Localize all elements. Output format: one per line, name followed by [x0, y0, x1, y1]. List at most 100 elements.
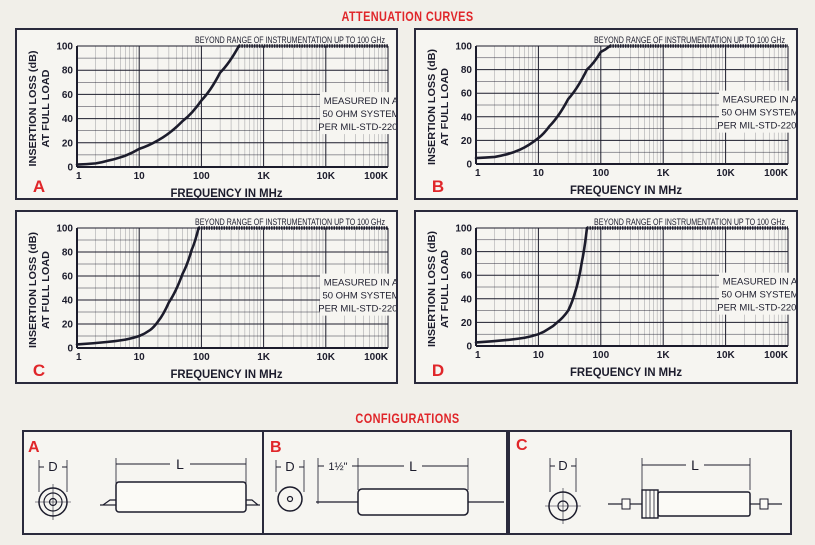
y-tick-label: 60: [461, 271, 473, 282]
y-tick-label: 60: [62, 272, 74, 283]
plot-area: BEYOND RANGE OF INSTRUMENTATION UP TO 10…: [27, 216, 396, 381]
attenuation-curve: [75, 44, 241, 166]
note-text: PER MIL-STD-220A: [717, 303, 796, 314]
plot-area: BEYOND RANGE OF INSTRUMENTATION UP TO 10…: [426, 34, 796, 197]
config-label: B: [270, 439, 282, 456]
capacitor-side-view-icon: [316, 488, 504, 516]
banner-text: BEYOND RANGE OF INSTRUMENTATION UP TO 10…: [195, 217, 385, 228]
note-text: MEASURED IN A: [324, 278, 396, 289]
x-tick-label: 10K: [716, 350, 735, 361]
panel-label: C: [33, 361, 45, 380]
banner-background: [589, 216, 788, 227]
x-tick-label: 1: [475, 168, 481, 179]
banner-text: BEYOND RANGE OF INSTRUMENTATION UP TO 10…: [594, 217, 785, 228]
y-tick-label: 20: [461, 318, 473, 329]
capacitor-side-view-icon: [100, 481, 260, 513]
chart-a: BEYOND RANGE OF INSTRUMENTATION UP TO 10…: [27, 34, 396, 198]
y-tick-label: 80: [62, 248, 74, 259]
x-tick-label: 100K: [364, 352, 389, 363]
attenuation-title: ATTENUATION CURVES: [341, 8, 474, 24]
y-tick-label: 40: [461, 294, 473, 305]
panel-label: B: [432, 177, 444, 196]
chart-b: BEYOND RANGE OF INSTRUMENTATION UP TO 10…: [426, 34, 796, 197]
note-text: PER MIL-STD-220A: [318, 122, 396, 133]
y-axis-label: AT FULL LOAD: [40, 251, 52, 329]
x-tick-label: 1K: [657, 168, 671, 179]
banner-text: BEYOND RANGE OF INSTRUMENTATION UP TO 10…: [594, 35, 785, 46]
y-tick-label: 80: [461, 65, 473, 76]
configuration-a-panel: A D L: [22, 430, 264, 535]
x-tick-label: 100K: [764, 168, 789, 179]
note-text: 50 OHM SYSTEM: [322, 109, 396, 120]
dimension-l-label: L: [409, 458, 417, 474]
panel-label: D: [432, 361, 444, 380]
y-axis-label: INSERTION LOSS (dB): [27, 232, 39, 348]
x-tick-label: 1: [76, 171, 82, 182]
x-tick-label: 10: [134, 171, 146, 182]
x-tick-label: 100: [193, 352, 210, 363]
y-tick-label: 0: [466, 342, 472, 353]
y-tick-label: 80: [461, 247, 473, 258]
chart-panel-b: BEYOND RANGE OF INSTRUMENTATION UP TO 10…: [414, 28, 798, 200]
end-view-icon: [545, 488, 581, 524]
note-background: [719, 272, 796, 315]
note-background: [719, 90, 796, 133]
configuration-c-drawing: C D L: [516, 437, 782, 524]
dimension-l-label: L: [691, 457, 699, 473]
x-tick-label: 100: [592, 350, 609, 361]
y-tick-label: 0: [67, 163, 73, 174]
x-tick-label: 100K: [764, 350, 789, 361]
banner-background: [589, 34, 788, 45]
y-tick-label: 60: [62, 90, 74, 101]
x-tick-label: 10: [134, 352, 146, 363]
y-tick-label: 100: [56, 224, 73, 235]
y-tick-label: 0: [67, 344, 73, 355]
x-tick-label: 10: [533, 168, 545, 179]
x-axis-label: FREQUENCY IN MHz: [570, 185, 682, 197]
x-axis-label: FREQUENCY IN MHz: [171, 369, 283, 381]
chart-c: BEYOND RANGE OF INSTRUMENTATION UP TO 10…: [27, 216, 396, 381]
banner-background: [190, 34, 388, 45]
configurations-title: CONFIGURATIONS: [355, 410, 460, 426]
end-view-icon: [277, 486, 303, 512]
y-tick-label: 20: [461, 136, 473, 147]
y-tick-label: 20: [62, 320, 74, 331]
x-axis-label: FREQUENCY IN MHz: [171, 188, 283, 198]
banner-text: BEYOND RANGE OF INSTRUMENTATION UP TO 10…: [195, 35, 385, 46]
chart-panel-c: BEYOND RANGE OF INSTRUMENTATION UP TO 10…: [15, 210, 398, 384]
note-background: [320, 273, 396, 316]
y-tick-label: 40: [62, 296, 74, 307]
note-text: 50 OHM SYSTEM: [721, 108, 796, 119]
dimension-d-label: D: [558, 458, 567, 473]
x-tick-label: 1: [475, 350, 481, 361]
y-tick-label: 20: [62, 138, 74, 149]
end-view-icon: [35, 484, 71, 520]
attenuation-curve: [474, 226, 589, 344]
x-tick-label: 100: [592, 168, 609, 179]
dimension-l-label: L: [176, 456, 184, 472]
x-tick-label: 1K: [257, 171, 271, 182]
banner-background: [190, 216, 388, 227]
y-axis-label: INSERTION LOSS (dB): [27, 51, 39, 167]
y-tick-label: 40: [461, 112, 473, 123]
configuration-a-drawing: A D L: [28, 439, 260, 520]
y-axis-label: INSERTION LOSS (dB): [426, 231, 438, 347]
note-text: MEASURED IN A: [324, 96, 396, 107]
chart-panel-d: BEYOND RANGE OF INSTRUMENTATION UP TO 10…: [414, 210, 798, 384]
note-text: PER MIL-STD-220A: [318, 304, 396, 315]
configuration-b-panel: B D 1½" L: [262, 430, 508, 535]
x-tick-label: 1: [76, 352, 82, 363]
configuration-c-panel: C D L: [508, 430, 792, 535]
x-tick-label: 1K: [257, 352, 271, 363]
y-axis-label: INSERTION LOSS (dB): [426, 49, 438, 165]
capacitor-side-view-icon: [608, 489, 782, 519]
x-tick-label: 1K: [657, 350, 671, 361]
plot-area: BEYOND RANGE OF INSTRUMENTATION UP TO 10…: [27, 34, 396, 198]
chart-d: BEYOND RANGE OF INSTRUMENTATION UP TO 10…: [426, 216, 796, 380]
dimension-d-label: D: [285, 459, 294, 474]
y-tick-label: 40: [62, 114, 74, 125]
y-axis-label: AT FULL LOAD: [439, 250, 451, 328]
x-tick-label: 100: [193, 171, 210, 182]
note-text: PER MIL-STD-220A: [717, 121, 796, 132]
y-axis-label: AT FULL LOAD: [439, 68, 451, 146]
